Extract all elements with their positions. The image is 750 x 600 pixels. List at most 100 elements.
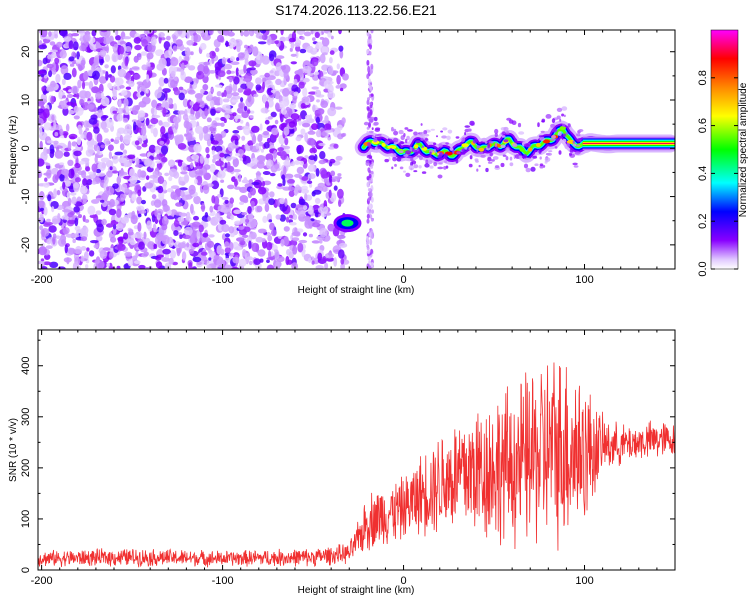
noise-speck: [66, 110, 75, 115]
noise-speck: [301, 249, 306, 258]
noise-speck: [63, 36, 72, 42]
noise-speck: [264, 79, 273, 89]
noise-speck: [293, 91, 299, 97]
noise-speck: [274, 70, 281, 77]
noise-speck: [369, 86, 373, 92]
noise-speck: [242, 249, 247, 257]
noise-speck: [163, 41, 171, 50]
noise-speck: [194, 93, 203, 99]
noise-speck: [115, 35, 121, 41]
noise-speck: [124, 56, 129, 67]
noise-speck: [116, 208, 122, 218]
ridge-speck: [375, 134, 379, 137]
x-tick-label: 0: [400, 274, 406, 286]
noise-speck: [235, 114, 242, 119]
noise-speck: [263, 141, 270, 149]
noise-speck: [223, 118, 227, 124]
noise-speck: [242, 234, 249, 238]
noise-speck: [48, 70, 53, 78]
noise-speck: [366, 209, 370, 214]
noise-speck: [178, 86, 184, 91]
ridge-speck: [488, 140, 494, 144]
noise-speck: [280, 150, 288, 161]
noise-speck: [164, 262, 172, 269]
noise-speck: [277, 183, 283, 187]
noise-speck: [303, 31, 312, 37]
noise-field: [38, 30, 375, 269]
ridge-speck: [572, 143, 577, 147]
noise-speck: [161, 133, 168, 143]
noise-speck: [169, 79, 178, 89]
noise-speck: [370, 248, 374, 255]
ridge-speck: [371, 161, 374, 167]
ridge-speck: [472, 139, 478, 144]
noise-speck: [221, 104, 231, 111]
noise-speck: [335, 155, 343, 161]
noise-speck: [119, 134, 123, 143]
noise-speck: [268, 219, 273, 223]
y-tick-label: -20: [20, 237, 32, 253]
noise-speck: [38, 108, 45, 114]
noise-speck: [80, 236, 88, 242]
ridge-speck: [405, 138, 408, 144]
ridge-speck: [366, 154, 373, 159]
noise-speck: [180, 69, 185, 76]
noise-speck: [329, 57, 333, 64]
noise-speck: [232, 256, 240, 264]
noise-speck: [209, 163, 216, 173]
isolated-blob: [333, 214, 362, 233]
noise-speck: [316, 235, 325, 241]
ridge-speck: [487, 143, 491, 149]
noise-speck: [91, 30, 97, 37]
colorbar: 0.0 0.2 0.4 0.6 0.8 Normalized spectral ampl…: [697, 29, 749, 277]
noise-speck: [49, 41, 56, 46]
noise-speck: [82, 226, 89, 235]
noise-speck: [306, 137, 316, 146]
ridge-hotspot: [414, 144, 419, 149]
noise-speck: [266, 137, 271, 143]
noise-speck: [275, 102, 280, 111]
noise-speck: [160, 145, 169, 155]
noise-speck: [339, 49, 344, 59]
noise-speck: [307, 164, 316, 172]
noise-speck: [143, 231, 147, 240]
noise-speck: [206, 264, 211, 269]
ridge-speck: [490, 159, 495, 162]
noise-speck: [206, 53, 210, 58]
noise-speck: [289, 239, 298, 247]
ridge-speck: [550, 123, 556, 128]
ridge-speck: [460, 152, 466, 155]
ridge-speck: [388, 157, 391, 161]
ridge-speck: [438, 162, 443, 165]
ridge-speck: [481, 137, 488, 142]
noise-speck: [85, 159, 90, 167]
noise-speck: [282, 145, 291, 150]
x-tick-label: 100: [575, 575, 593, 587]
noise-speck: [61, 100, 69, 110]
noise-speck: [367, 188, 371, 192]
noise-speck: [141, 143, 148, 148]
noise-speck: [304, 219, 313, 229]
noise-speck: [206, 153, 210, 159]
noise-speck: [100, 157, 110, 163]
noise-speck: [193, 195, 201, 205]
noise-speck: [117, 243, 126, 251]
noise-speck: [290, 53, 297, 57]
noise-speck: [155, 160, 162, 164]
noise-speck: [307, 180, 313, 184]
ridge-speck: [463, 137, 465, 141]
noise-speck: [178, 92, 185, 101]
ridge-speck: [461, 148, 466, 152]
ridge-speck: [564, 145, 568, 149]
noise-speck: [310, 218, 315, 222]
noise-speck: [44, 221, 54, 226]
ridge-speck: [532, 152, 536, 155]
noise-speck: [46, 218, 51, 223]
noise-speck: [215, 84, 223, 88]
y-tick-label: 0: [20, 567, 32, 573]
noise-speck: [368, 204, 372, 210]
noise-speck: [184, 47, 191, 57]
noise-speck: [97, 172, 106, 177]
noise-speck: [203, 61, 211, 66]
